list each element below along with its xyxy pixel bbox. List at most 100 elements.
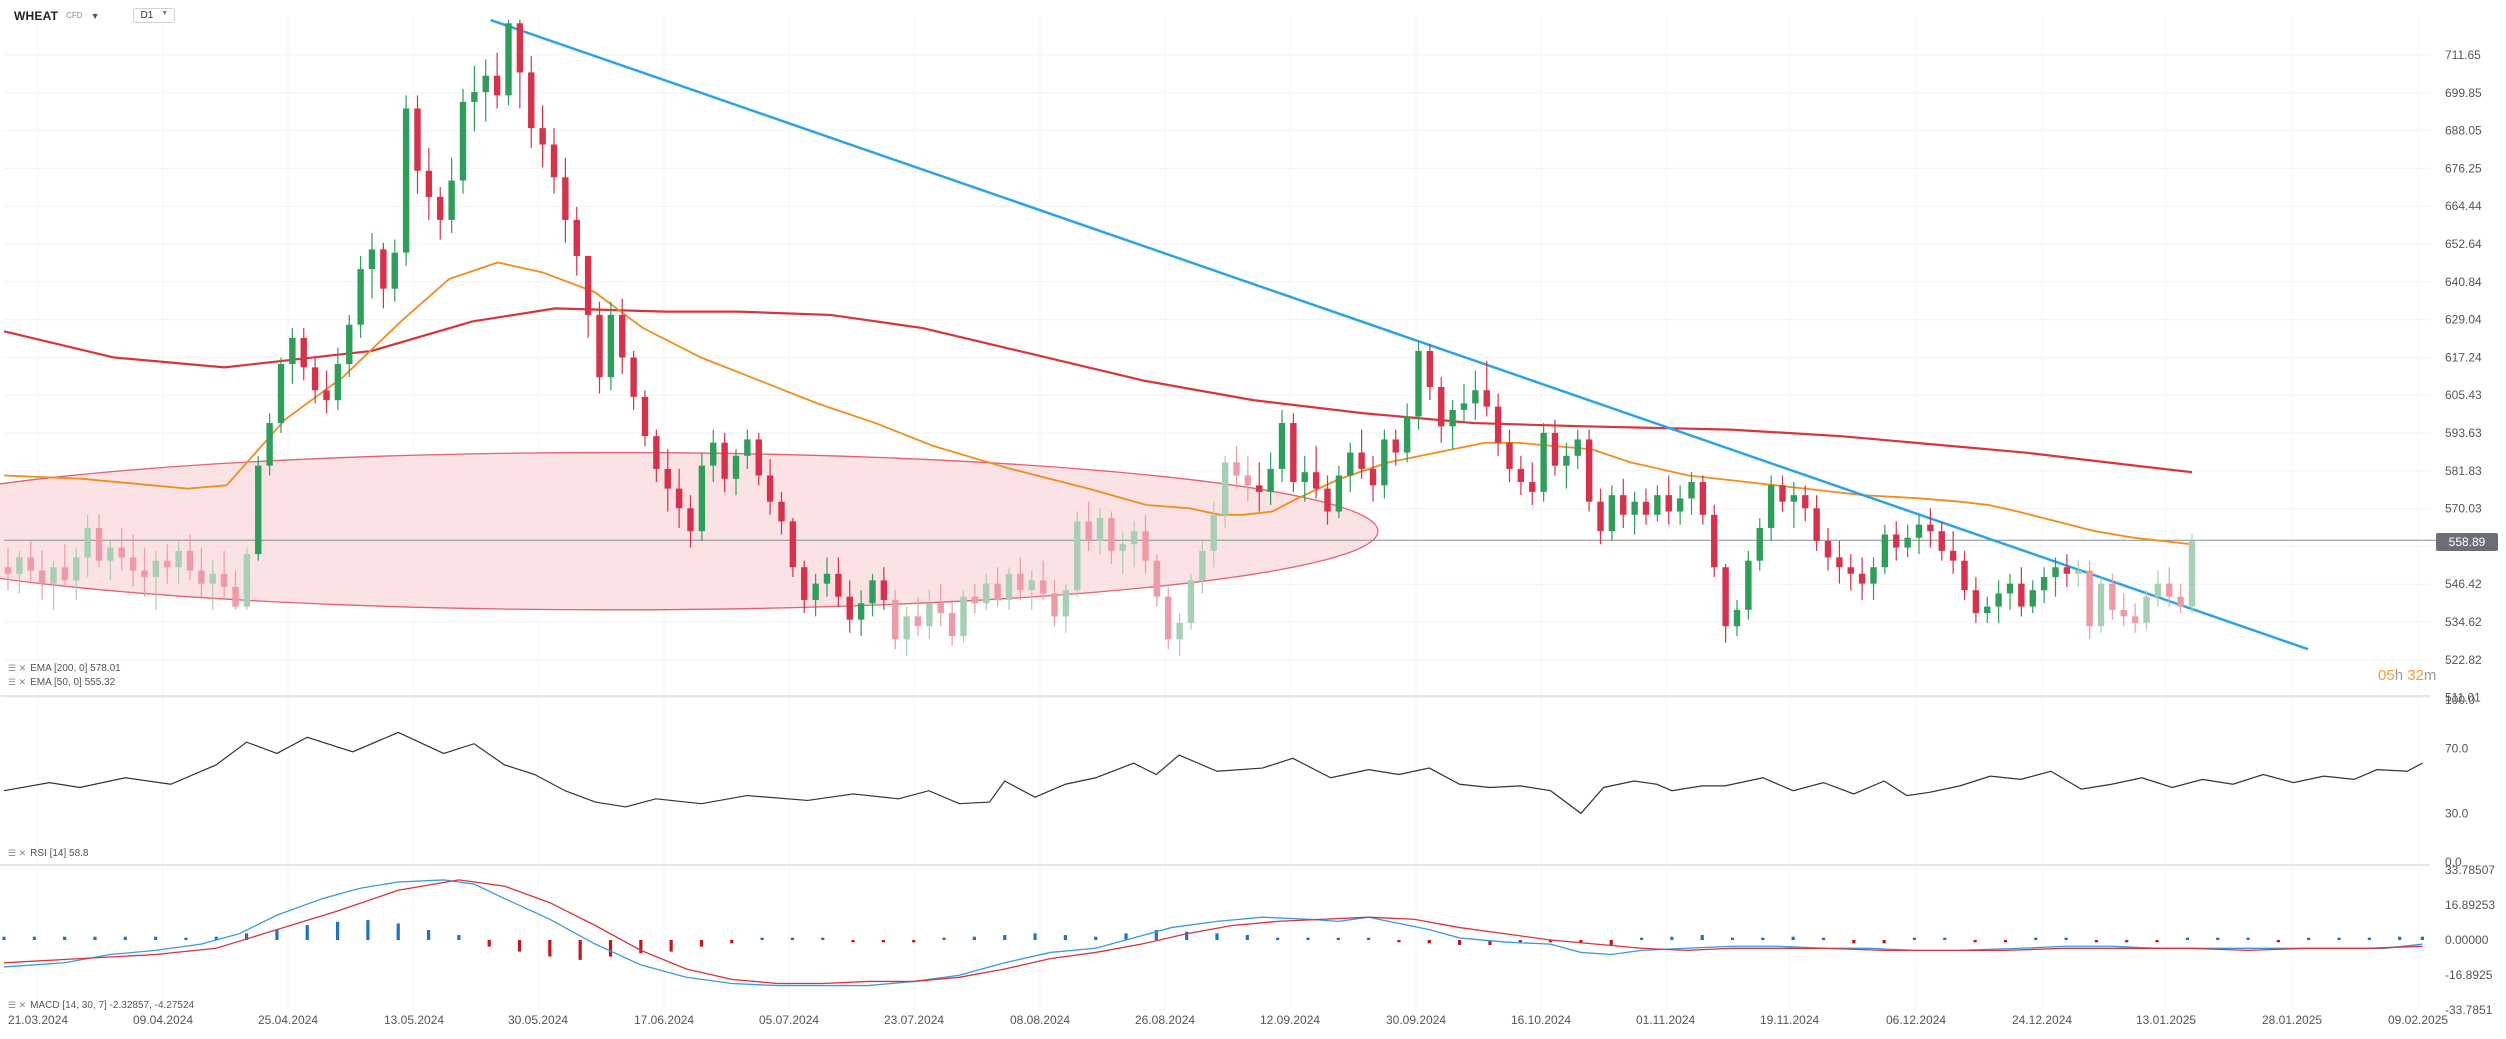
ema200-settings-icon[interactable]: ☰ ✕ (8, 663, 27, 673)
candle-body (1301, 472, 1308, 483)
date-tick-label: 30.05.2024 (508, 1013, 568, 1027)
candle-body (1153, 560, 1161, 597)
candle-body (914, 616, 922, 627)
macd-histogram-bar (821, 937, 825, 940)
macd-histogram-bar (2155, 939, 2159, 943)
macd-histogram-bar (2, 936, 6, 940)
candle-body (61, 567, 69, 581)
candle-body (107, 547, 114, 561)
macd-histogram-bar (2185, 937, 2189, 940)
candle-body (1585, 439, 1593, 502)
rsi-legend[interactable]: ☰ ✕ RSI [14] 58.8 (8, 848, 89, 859)
candle-body (152, 560, 160, 578)
ema200-legend-label: EMA [200, 0] 578.01 (30, 663, 121, 674)
candle-body (857, 603, 865, 620)
macd-histogram-bar (639, 939, 643, 954)
macd-histogram-bar (1579, 939, 1583, 944)
ema200-legend[interactable]: ☰ ✕ EMA [200, 0] 578.01 (8, 663, 121, 674)
price-tick-label: 522.82 (2445, 653, 2482, 667)
candle-body (687, 508, 694, 532)
macd-histogram-bar (1609, 939, 1613, 945)
candle-body (744, 439, 751, 456)
candle-body (1938, 531, 1945, 551)
macd-histogram-bar (1458, 939, 1462, 945)
macd-histogram-bar (2064, 937, 2068, 940)
date-tick-label: 01.11.2024 (1636, 1013, 1695, 1027)
price-tick-label: 534.62 (2445, 615, 2482, 629)
caret-down-icon[interactable]: ▼ (90, 10, 100, 21)
macd-histogram-bar (881, 939, 886, 943)
price-tick-label: 511.01 (2445, 691, 2481, 705)
macd-histogram-bar (2094, 939, 2099, 943)
candle-body (1256, 485, 1263, 492)
candle-body (1494, 406, 1502, 443)
candle-body (1631, 501, 1638, 515)
price-tick-label: 546.42 (2445, 577, 2482, 591)
candle-body (1711, 514, 1718, 568)
ema50-settings-icon[interactable]: ☰ ✕ (8, 677, 27, 687)
macd-settings-icon[interactable]: ☰ ✕ (8, 1000, 27, 1010)
highlight-ovals (0, 451, 1379, 611)
countdown-minutes: 32 (2407, 667, 2424, 684)
candle-body (289, 337, 296, 365)
candle-body (129, 557, 137, 571)
macd-histogram-bar (335, 921, 340, 940)
candle-body (1290, 423, 1297, 483)
candle-body (232, 586, 239, 607)
ema200-line (3, 307, 2193, 474)
candle-body (812, 583, 819, 601)
symbol-label: WHEAT (14, 8, 59, 23)
candle-body (1381, 439, 1388, 486)
macd-histogram-bar (1033, 933, 1037, 940)
macd-histogram-bar (245, 933, 249, 940)
macd-legend[interactable]: ☰ ✕ MACD [14, 30, 7] -2.32857, -4.27524 (8, 1000, 194, 1011)
candle-body (2143, 596, 2150, 623)
candle-body (971, 596, 979, 604)
macd-histogram-bar (912, 939, 916, 943)
date-tick-label: 09.02.2025 (2388, 1013, 2448, 1027)
candle-body (255, 465, 262, 555)
candle-body (835, 573, 842, 597)
candle-body (1460, 403, 1468, 410)
timeframe-selector[interactable]: D1 ▼ (133, 8, 176, 23)
macd-histogram-bar (1488, 939, 1492, 945)
candle-body (1915, 524, 1923, 538)
countdown-minutes-unit: m (2423, 667, 2437, 684)
candle-body (1858, 573, 1866, 584)
price-tick-label: 581.83 (2445, 464, 2482, 478)
candle-body (1472, 390, 1479, 404)
macd-histogram-bar (517, 939, 522, 952)
candle-body (2097, 583, 2105, 627)
candle-body (425, 170, 433, 197)
candle-body (755, 439, 762, 476)
candle-body (2063, 567, 2071, 574)
candle-body (505, 23, 512, 96)
rsi-settings-icon[interactable]: ☰ ✕ (8, 848, 27, 858)
candle-body (1893, 534, 1900, 548)
price-tick-label: 688.05 (2445, 124, 2482, 138)
candle-body (1949, 550, 1957, 561)
candle-body (801, 567, 808, 601)
macd-histogram-bar (396, 923, 400, 940)
candle-body (948, 613, 956, 637)
ema50-legend[interactable]: ☰ ✕ EMA [50, 0] 555.32 (8, 677, 115, 688)
candle-body (164, 560, 171, 568)
candle-body (2109, 583, 2116, 610)
rsi-legend-label: RSI [14] 58.8 (30, 848, 89, 859)
candle-body (1403, 416, 1411, 453)
candle-body (141, 570, 148, 578)
candle-body (1096, 518, 1104, 542)
candle-body (493, 75, 501, 96)
price-tick-label: 629.04 (2445, 313, 2482, 327)
macd-histogram-bar (1215, 933, 1219, 940)
date-tick-label: 09.04.2024 (133, 1013, 193, 1027)
macd-histogram-bar (93, 936, 97, 940)
candle-body (1972, 590, 1980, 614)
macd-histogram-bar (275, 930, 279, 940)
candle-body (1517, 468, 1525, 483)
macd-histogram-bar (1639, 937, 1644, 940)
candle-body (596, 314, 603, 378)
macd-histogram-bar (1367, 937, 1371, 940)
candle-body (1244, 475, 1252, 486)
